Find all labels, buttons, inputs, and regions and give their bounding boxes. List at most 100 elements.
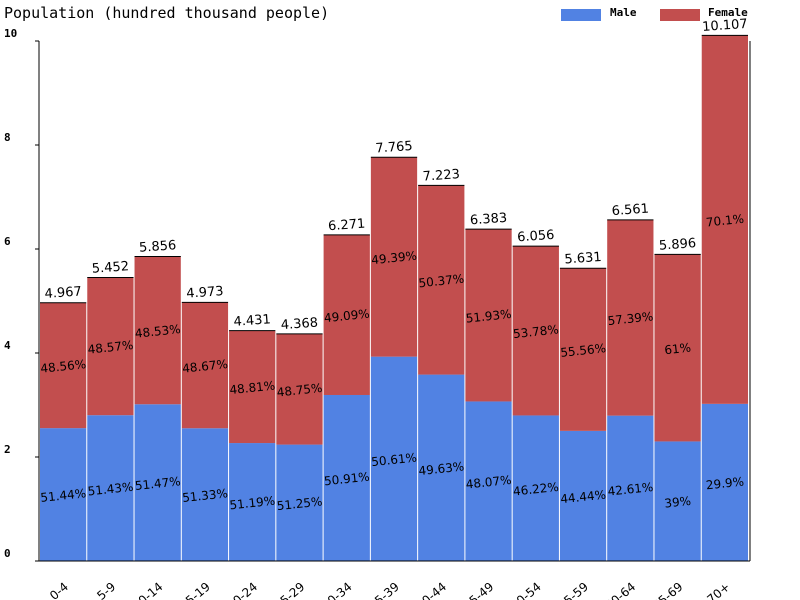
male-percent-label: 48.07% (465, 473, 512, 492)
x-tick-label: 35-39 (366, 580, 402, 600)
female-percent-label: 70.1% (705, 212, 744, 230)
total-label: 6.561 (611, 202, 649, 220)
bar-male (40, 428, 87, 561)
x-tick-label: 10-14 (130, 580, 166, 600)
female-percent-label: 55.56% (560, 341, 607, 360)
male-percent-label: 50.91% (323, 470, 370, 489)
bar-female (40, 302, 87, 429)
x-tick-label: 40-44 (413, 580, 449, 600)
male-percent-label: 51.25% (276, 494, 323, 513)
y-tick-label: 2 (4, 443, 11, 456)
male-percent-label: 50.61% (371, 450, 418, 469)
x-tick-label: 0-4 (47, 580, 71, 600)
total-label: 5.896 (659, 236, 697, 254)
total-label: 4.973 (186, 284, 224, 302)
male-percent-label: 46.22% (512, 480, 559, 499)
female-percent-label: 57.39% (607, 309, 654, 328)
bar-female (701, 35, 748, 404)
male-percent-label: 42.61% (607, 480, 654, 499)
legend-swatch-female (660, 9, 700, 21)
legend-swatch-male (561, 9, 601, 21)
y-tick-label: 8 (4, 131, 11, 144)
total-label: 5.856 (139, 238, 177, 256)
bar-male (323, 394, 370, 561)
total-label: 4.967 (44, 284, 82, 302)
total-label: 4.431 (233, 312, 271, 330)
male-percent-label: 51.44% (40, 486, 87, 505)
legend-label-female: Female (708, 6, 748, 19)
bar-male (134, 404, 181, 561)
bar-female (370, 157, 418, 357)
bar-male (181, 428, 229, 561)
bar-male (701, 403, 748, 561)
chart-title: Population (hundred thousand people) (4, 4, 329, 22)
male-percent-label: 51.47% (134, 474, 181, 493)
female-percent-label: 48.67% (182, 357, 229, 376)
x-tick-label: 70+ (704, 580, 732, 600)
x-tick-label: 25-29 (272, 580, 308, 600)
y-tick-label: 10 (4, 27, 17, 40)
bar-male (607, 415, 654, 561)
total-label: 7.765 (375, 139, 413, 157)
bar-male (512, 415, 559, 561)
bar-male (465, 401, 512, 561)
bar-male (370, 356, 418, 561)
x-tick-label: 55-59 (555, 580, 591, 600)
total-label: 7.223 (422, 167, 460, 185)
female-percent-label: 49.09% (323, 307, 370, 326)
bar-male (276, 444, 323, 561)
total-label: 6.271 (328, 217, 366, 235)
bar-female (229, 330, 276, 444)
y-tick-label: 0 (4, 547, 11, 560)
total-label: 5.631 (564, 250, 602, 268)
female-percent-label: 50.37% (418, 272, 465, 291)
total-label: 6.383 (469, 211, 507, 229)
male-percent-label: 39% (664, 494, 692, 511)
bar-female (87, 277, 134, 416)
bar-male (654, 441, 701, 561)
bar-female (134, 256, 181, 405)
bar-female (323, 234, 370, 395)
bar-male (418, 374, 465, 561)
bar-female (607, 219, 654, 416)
female-percent-label: 48.56% (40, 357, 87, 376)
female-percent-label: 48.53% (134, 322, 181, 341)
x-axis: 0-4 5-9 10-14 15-19 20-24 25-29 30-34 35-39 40-4… (39, 560, 750, 600)
bar-female (465, 229, 512, 402)
female-percent-label: 48.75% (276, 381, 323, 400)
female-percent-label: 53.78% (512, 322, 559, 341)
total-label: 6.056 (517, 228, 555, 246)
x-tick-label: 65-69 (650, 580, 686, 600)
bar-female (418, 185, 465, 375)
y-tick-label: 6 (4, 235, 11, 248)
legend-label-male: Male (610, 6, 637, 19)
total-label: 4.368 (280, 316, 318, 334)
x-tick-label: 50-54 (508, 580, 544, 600)
x-tick-label: 60-64 (603, 580, 639, 600)
male-percent-label: 49.63% (418, 459, 465, 478)
y-tick-label: 4 (4, 339, 11, 352)
bars: 51.44% 48.56% 4.967 51.43% 48.57% 5.452 51.47%… (40, 17, 748, 561)
bar-male (229, 443, 276, 561)
x-tick-label: 5-9 (94, 580, 118, 600)
male-percent-label: 51.33% (182, 486, 229, 505)
legend: Male Female (561, 6, 748, 21)
bar-female (654, 254, 701, 442)
male-percent-label: 51.19% (229, 494, 276, 513)
female-percent-label: 48.57% (87, 338, 134, 357)
female-percent-label: 51.93% (465, 307, 512, 326)
bar-female (276, 333, 323, 445)
x-tick-label: 45-49 (461, 580, 497, 600)
total-label: 10.107 (702, 17, 748, 35)
x-tick-label: 30-34 (319, 580, 355, 600)
x-tick-label: 20-24 (224, 580, 260, 600)
x-tick-label: 15-19 (177, 580, 213, 600)
bar-male (559, 430, 607, 561)
y-axis: 0 2 4 6 8 10 (4, 27, 751, 562)
bar-female (559, 268, 607, 431)
male-percent-label: 29.9% (705, 474, 744, 492)
female-percent-label: 61% (664, 341, 692, 358)
bar-female (181, 302, 229, 429)
bar-male (87, 415, 134, 561)
